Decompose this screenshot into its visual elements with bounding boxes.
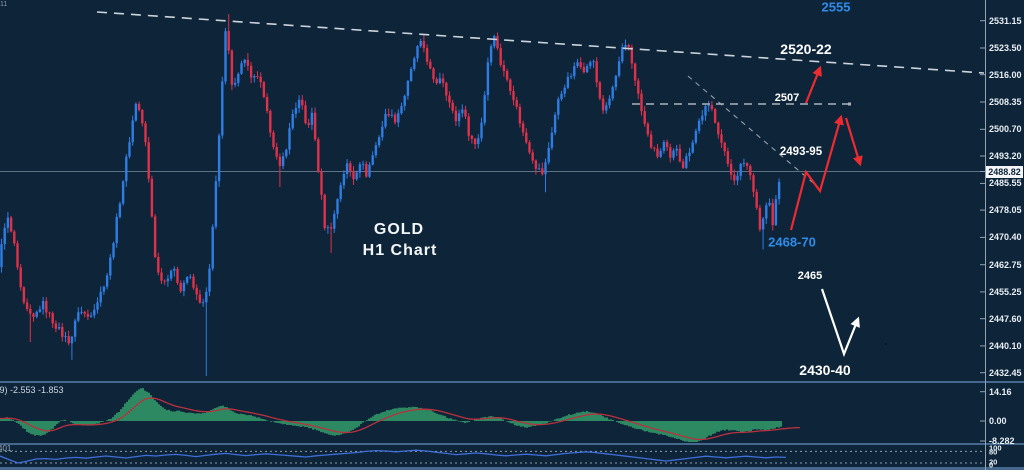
annotation-level-2507[interactable]: 2507: [774, 92, 800, 104]
stoch-scale-label: 0: [989, 460, 994, 470]
stoch-values-label: 401.: [0, 444, 14, 453]
price-tick-label: 2462.75: [989, 259, 1022, 270]
indicator-signal-line: [0, 397, 801, 441]
minor-descending-trendline[interactable]: [687, 75, 819, 188]
watermark-symbol: GOLD: [373, 221, 425, 238]
price-tick-label: 2500.70: [989, 124, 1022, 135]
annotation-zone-2493-95[interactable]: 2493-95: [779, 146, 823, 158]
price-tick-label: 2531.15: [989, 15, 1022, 26]
price-tick-label: 2493.20: [989, 151, 1022, 161]
axis-ticks: [980, 20, 985, 442]
pane-separator-main-indicator[interactable]: [0, 381, 1024, 384]
clipped-text-fragment: 11: [0, 1, 8, 8]
price-tick-label: 2440.10: [989, 340, 1022, 351]
price-tick-label: 2432.45: [989, 367, 1022, 378]
price-tick-label: 2485.55: [989, 178, 1022, 189]
indicator-histogram: [0, 388, 782, 442]
pane-separator-bottom: [0, 466, 1024, 470]
price-tick-label: 2516.00: [989, 69, 1022, 80]
red-zigzag-projection[interactable]: [789, 114, 844, 231]
white-zigzag-projection[interactable]: [820, 288, 860, 358]
stoch-scale-label: 80: [989, 447, 998, 456]
annotation-target-2555[interactable]: 2555: [821, 0, 851, 15]
annotation-zone-2520-22[interactable]: 2520-22: [780, 41, 832, 57]
candles-layer: [0, 13, 781, 376]
annotation-zone-2468-70[interactable]: 2468-70: [768, 234, 816, 250]
stoch-scale-label: 20: [989, 457, 998, 466]
major-descending-trendline[interactable]: [96, 11, 985, 74]
stoch-line: [0, 449, 787, 464]
red-arrow-down[interactable]: [844, 117, 863, 167]
line-end-handle[interactable]: [848, 102, 851, 106]
price-tick-label: 2523.50: [989, 43, 1022, 53]
price-tick-label: 14.16: [989, 386, 1012, 397]
stoch-scale-label: 100: [989, 443, 1002, 453]
price-tick-label: 2478.05: [989, 205, 1022, 216]
indicator-values-label: ,9) -2.553 -1.853: [0, 385, 64, 395]
red-arrow-up-to-2520[interactable]: [804, 65, 822, 104]
price-tick-label: 2447.60: [989, 313, 1022, 324]
price-tick-label: 2470.40: [989, 232, 1022, 243]
annotation-zone-2430-40[interactable]: 2430-40: [799, 362, 851, 378]
price-tick-label: 2508.35: [989, 97, 1022, 107]
dust-speck: [885, 343, 887, 345]
annotation-level-2465[interactable]: 2465: [797, 270, 823, 282]
price-axis-divider: [985, 0, 986, 470]
price-tick-label: 2455.25: [989, 286, 1022, 297]
pane-separator-indicator-stoch[interactable]: [0, 443, 1024, 445]
watermark-timeframe: H1 Chart: [362, 242, 438, 259]
price-tick-label: 0.00: [989, 416, 1007, 426]
price-tick-label: -8.282: [989, 436, 1015, 446]
current-price-badge: 2488.82: [986, 165, 1023, 178]
